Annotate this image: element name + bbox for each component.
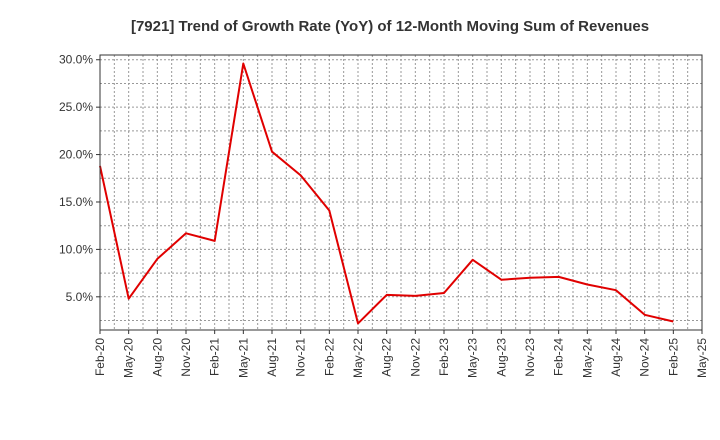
x-tick-label: Feb-22 [322, 338, 336, 376]
x-tick-label: Nov-22 [408, 338, 422, 377]
x-tick-label: Feb-21 [208, 338, 222, 376]
x-tick-label: May-24 [580, 338, 594, 378]
x-tick-label: Nov-21 [294, 338, 308, 377]
y-tick-label: 10.0% [59, 242, 93, 256]
series-layer [99, 62, 674, 325]
x-tick-label: Aug-20 [150, 338, 164, 377]
y-tick-label: 15.0% [59, 195, 93, 209]
x-tick-label: Feb-23 [437, 338, 451, 376]
y-tick-label: 5.0% [66, 290, 94, 304]
x-tick-label: Feb-20 [93, 338, 107, 376]
grid-lines [100, 55, 702, 330]
y-axis: 5.0% 10.0% 15.0% 20.0% 25.0% 30.0% [59, 53, 100, 304]
plot-frame [99, 54, 703, 331]
x-tick-label: Aug-23 [494, 338, 508, 377]
y-tick-label: 20.0% [59, 148, 93, 162]
x-tick-label: Nov-24 [638, 338, 652, 377]
y-tick-label: 30.0% [59, 53, 93, 67]
x-axis: Feb-20 May-20 Aug-20 Nov-20 Feb-21 May-21 Aug-… [93, 330, 709, 378]
x-tick-label: Feb-24 [552, 338, 566, 376]
y-tick-label: 25.0% [59, 100, 93, 114]
x-tick-label: May-22 [351, 338, 365, 378]
x-tick-label: Aug-21 [265, 338, 279, 377]
x-tick-label: May-20 [122, 338, 136, 378]
x-tick-label: May-25 [695, 338, 709, 378]
x-tick-label: May-21 [236, 338, 250, 378]
x-tick-label: Aug-22 [380, 338, 394, 377]
x-tick-label: Nov-23 [523, 338, 537, 377]
x-tick-label: Feb-25 [666, 338, 680, 376]
x-tick-label: Aug-24 [609, 338, 623, 377]
series-line [99, 62, 674, 325]
x-tick-label: May-23 [466, 338, 480, 378]
chart-title: [7921] Trend of Growth Rate (YoY) of 12-… [131, 18, 649, 35]
x-tick-label: Nov-20 [179, 338, 193, 377]
